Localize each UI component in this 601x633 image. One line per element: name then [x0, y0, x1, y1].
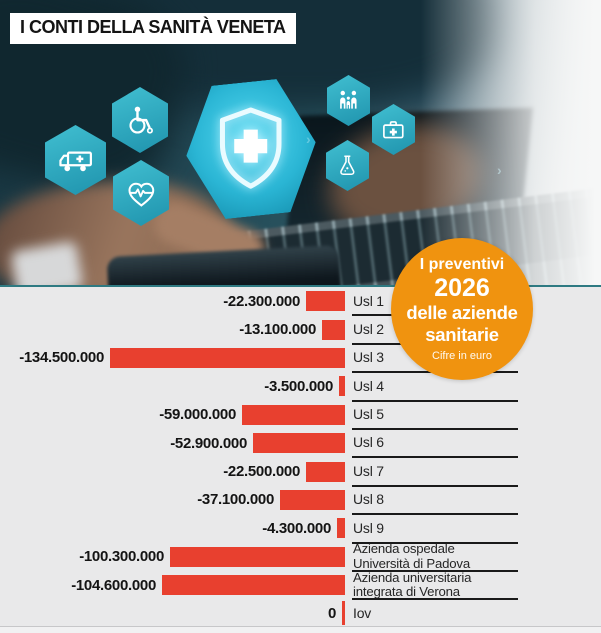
label-cell: Azienda ospedale Università di Padova	[345, 541, 601, 572]
label-cell: Usl 4	[345, 372, 601, 402]
row-separator	[352, 513, 518, 516]
label-cell: Usl 6	[345, 429, 601, 459]
badge-line: delle aziende	[406, 302, 518, 324]
bar	[342, 601, 345, 626]
category-label: Azienda universitaria integrata di Veron…	[353, 569, 472, 600]
photo-edge	[0, 285, 601, 287]
bar-value-label: -4.300.000	[262, 519, 331, 537]
bar-value-label: -22.500.000	[223, 463, 300, 481]
category-label: Usl 2	[353, 320, 384, 337]
bar-cell: -13.100.000	[0, 315, 345, 343]
bar	[253, 433, 345, 454]
bar	[280, 489, 345, 510]
chart-row: -59.000.000 Usl 5	[0, 401, 601, 430]
bar-cell: -37.100.000	[0, 486, 345, 514]
bar	[110, 347, 345, 368]
badge-preventivi-2026: I preventivi 2026 delle aziende sanitari…	[391, 238, 533, 380]
category-label: Usl 8	[353, 491, 384, 508]
chart-row: -4.300.000 Usl 9	[0, 514, 601, 544]
badge-line: I preventivi	[419, 256, 505, 273]
bar-cell: -59.000.000	[0, 401, 345, 429]
badge-note: Cifre in euro	[432, 350, 492, 362]
bar	[339, 376, 345, 397]
bar-value-label: -22.300.000	[223, 292, 300, 310]
category-label: Usl 9	[353, 519, 384, 536]
chart-row: -22.500.000 Usl 7	[0, 457, 601, 487]
chart-row: -3.500.000 Usl 4	[0, 372, 601, 402]
bar-cell: -22.300.000	[0, 287, 345, 315]
bar-cell: -100.300.000	[0, 543, 345, 571]
category-label: Usl 6	[353, 434, 384, 451]
row-separator	[352, 427, 518, 430]
bar	[242, 404, 345, 425]
label-cell: Usl 5	[345, 401, 601, 430]
label-cell: Usl 9	[345, 514, 601, 544]
chart-row: -37.100.000 Usl 8	[0, 486, 601, 516]
bar-value-label: -52.900.000	[170, 434, 247, 452]
label-cell: Usl 8	[345, 486, 601, 516]
chart-row: -100.300.000 Azienda ospedale Università …	[0, 541, 601, 572]
bar	[162, 575, 345, 596]
bar-value-label: -59.000.000	[159, 406, 236, 424]
label-cell: Azienda universitaria integrata di Veron…	[345, 569, 601, 601]
category-label: Usl 1	[353, 292, 384, 309]
bar-value-label: -100.300.000	[79, 548, 164, 566]
row-separator	[352, 484, 518, 487]
bar-cell: 0	[0, 599, 345, 627]
bar-cell: -134.500.000	[0, 344, 345, 372]
bar-cell: -3.500.000	[0, 372, 345, 400]
hero-photo: I CONTI DELLA SANITÀ VENETA	[0, 0, 601, 287]
row-separator	[352, 541, 518, 544]
bar	[306, 291, 345, 312]
category-label: Iov	[353, 604, 372, 621]
category-label: Usl 7	[353, 462, 384, 479]
category-label: Usl 5	[353, 406, 384, 423]
bar-cell: -52.900.000	[0, 429, 345, 457]
chart-row: 0 Iov	[0, 599, 601, 627]
bar-cell: -104.600.000	[0, 571, 345, 599]
bar	[306, 461, 345, 482]
row-separator	[352, 456, 518, 459]
bottom-strip	[0, 626, 601, 633]
bar-cell: -4.300.000	[0, 514, 345, 542]
page-title-text: I CONTI DELLA SANITÀ VENETA	[20, 17, 286, 37]
bar-value-label: -104.600.000	[71, 576, 156, 594]
badge-line: sanitarie	[425, 324, 499, 346]
label-cell: Usl 7	[345, 457, 601, 487]
bar-value-label: 0	[327, 604, 336, 622]
chart-row: -52.900.000 Usl 6	[0, 429, 601, 459]
label-cell: Iov	[345, 599, 601, 627]
bar-value-label: -37.100.000	[197, 491, 274, 509]
page-title: I CONTI DELLA SANITÀ VENETA	[10, 13, 296, 44]
bar	[322, 319, 345, 340]
bar	[337, 518, 345, 539]
row-separator	[352, 598, 518, 601]
badge-year: 2026	[434, 273, 490, 302]
bar-value-label: -3.500.000	[264, 377, 333, 395]
row-separator	[352, 569, 518, 572]
chart-row: -104.600.000 Azienda universitaria integr…	[0, 569, 601, 601]
category-label: Azienda ospedale Università di Padova	[353, 541, 470, 571]
bar-value-label: -134.500.000	[19, 349, 104, 367]
row-separator	[352, 399, 518, 402]
photo-fade	[0, 0, 601, 287]
category-label: Usl 4	[353, 377, 384, 394]
category-label: Usl 3	[353, 349, 384, 366]
bar-cell: -22.500.000	[0, 457, 345, 485]
bar-value-label: -13.100.000	[239, 321, 316, 339]
bar	[170, 546, 345, 567]
